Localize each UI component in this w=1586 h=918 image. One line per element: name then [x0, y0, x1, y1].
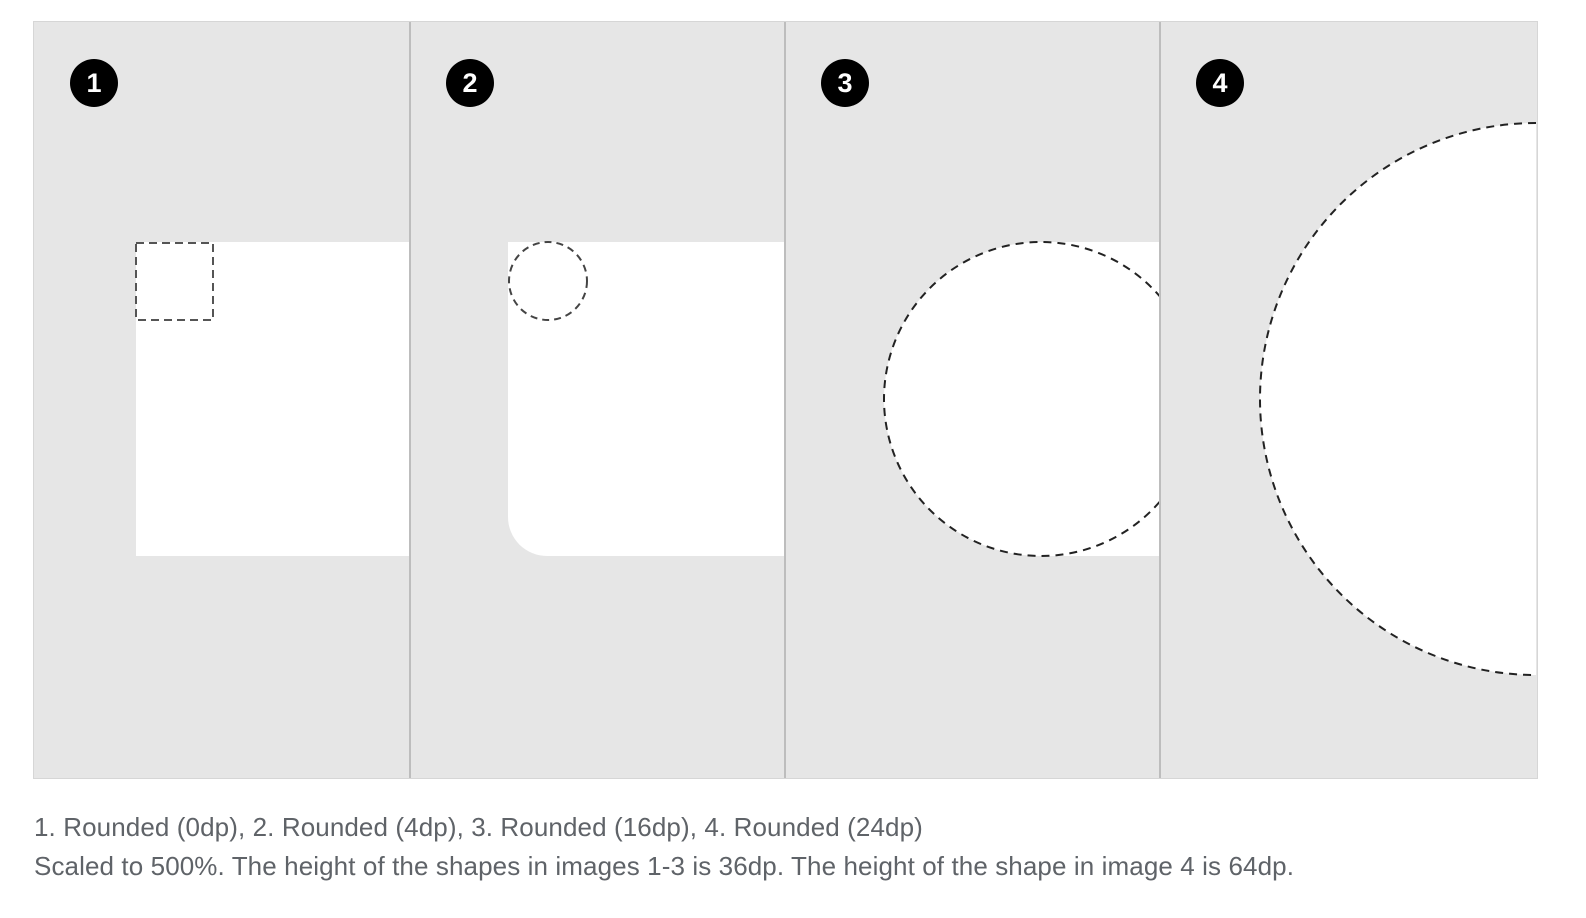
- panel-3-drawing: [883, 241, 1160, 557]
- figure-caption-title: 1. Rounded (0dp), 2. Rounded (4dp), 3. R…: [34, 812, 923, 842]
- medium-rounded-corner-shape: [884, 242, 1160, 556]
- panel-divider-2: [784, 22, 786, 778]
- corner-guide-circle: [508, 241, 588, 321]
- panel-3: 3: [785, 22, 1160, 778]
- corner-guide-circle: [1259, 122, 1537, 676]
- panel-divider-3: [1159, 22, 1161, 778]
- shape-rounding-figure: 1 2 3 4: [33, 21, 1538, 779]
- large-rounded-corner-shape: [1260, 123, 1536, 675]
- corner-guide-circle: [883, 241, 1160, 557]
- panel-2-drawing: [508, 241, 785, 556]
- panel-3-number-badge: 3: [821, 59, 869, 107]
- panel-4: 4: [1160, 22, 1537, 778]
- panel-4-number-badge: 4: [1196, 59, 1244, 107]
- panel-divider-1: [409, 22, 411, 778]
- panel-4-drawing: [1259, 122, 1537, 676]
- panel-1-number-badge: 1: [70, 59, 118, 107]
- panel-1: 1: [34, 22, 409, 778]
- panel-1-drawing: [135, 242, 409, 556]
- panel-2: 2: [410, 22, 785, 778]
- small-rounded-corner-shape: [508, 242, 785, 556]
- square-corner-shape: [136, 242, 409, 556]
- panel-2-number-badge: 2: [446, 59, 494, 107]
- figure-caption-note: Scaled to 500%. The height of the shapes…: [34, 851, 1295, 881]
